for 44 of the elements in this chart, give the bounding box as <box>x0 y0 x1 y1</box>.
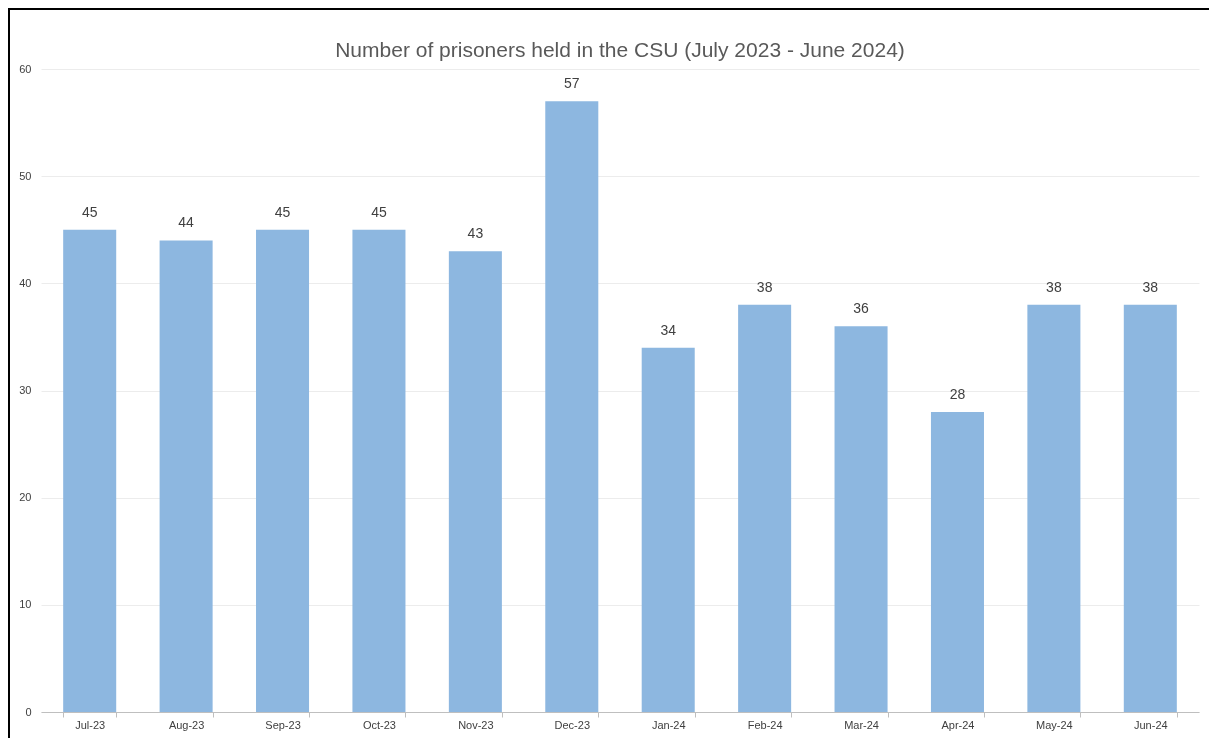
x-tick-label: May-24 <box>1036 718 1073 731</box>
y-tick-label: 20 <box>19 491 32 504</box>
data-label: 28 <box>949 385 966 402</box>
data-label: 36 <box>853 300 870 317</box>
bar <box>738 304 792 712</box>
x-tick-label: Oct-23 <box>362 718 396 731</box>
y-tick-label: 30 <box>19 384 32 396</box>
y-tick-label: 10 <box>19 598 32 611</box>
bar <box>63 229 117 712</box>
data-label: 57 <box>564 75 580 92</box>
x-tick-label: Jul-23 <box>75 718 106 731</box>
chart-title: Number of prisoners held in the CSU (July 2023 - June 2024) <box>335 38 905 61</box>
data-label: 45 <box>371 203 387 220</box>
x-tick-label: Jan-24 <box>651 718 686 731</box>
data-label: 38 <box>1142 278 1159 295</box>
bar <box>256 229 310 712</box>
bar <box>834 326 888 712</box>
x-tick-label: Dec-23 <box>554 718 591 731</box>
x-tick-label: Nov-23 <box>458 718 494 731</box>
bar <box>159 240 213 712</box>
y-tick-label: 0 <box>25 705 32 718</box>
data-label: 44 <box>178 214 195 231</box>
data-label: 34 <box>660 321 677 338</box>
x-tick-label: Aug-23 <box>168 718 205 731</box>
data-label: 38 <box>1046 278 1062 295</box>
x-tick-label: Apr-24 <box>941 718 975 731</box>
bar <box>352 229 406 712</box>
bar <box>1027 304 1081 712</box>
data-label: 43 <box>467 225 484 242</box>
bar <box>545 101 599 712</box>
data-label: 45 <box>81 203 98 220</box>
x-tick-label: Sep-23 <box>265 718 301 731</box>
data-label: 45 <box>274 203 291 220</box>
y-tick-label: 60 <box>19 62 32 75</box>
y-tick-label: 50 <box>19 169 32 182</box>
data-label: 38 <box>756 278 773 295</box>
bar <box>930 411 984 712</box>
x-tick-label: Feb-24 <box>747 718 783 731</box>
x-tick-label: Jun-24 <box>1133 718 1168 731</box>
y-tick-label: 40 <box>19 276 32 289</box>
bar <box>641 347 695 712</box>
bar <box>1123 304 1177 712</box>
bar <box>448 251 502 712</box>
x-tick-label: Mar-24 <box>844 718 879 731</box>
